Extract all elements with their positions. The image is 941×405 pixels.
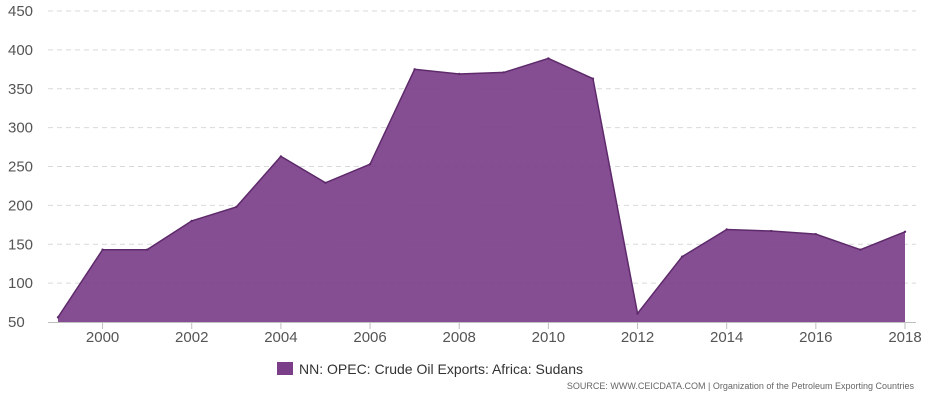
data-point[interactable] (324, 181, 327, 185)
x-tick-label: 2016 (799, 329, 832, 346)
area-series (56, 57, 907, 323)
y-tick-label: 450 (8, 3, 33, 20)
area-fill (58, 58, 905, 323)
y-tick-label: 350 (8, 81, 33, 98)
data-point[interactable] (725, 228, 728, 231)
data-point[interactable] (145, 248, 149, 251)
source-note: SOURCE: WWW.CEICDATA.COM | Organization … (567, 381, 915, 391)
x-tick-label: 2002 (175, 329, 208, 346)
y-tick-label: 50 (8, 314, 25, 331)
data-point[interactable] (502, 71, 505, 74)
data-point[interactable] (368, 162, 372, 166)
y-tick-label: 200 (8, 197, 33, 214)
x-tick-label: 2008 (443, 329, 476, 346)
legend-swatch (277, 362, 293, 375)
data-point[interactable] (101, 248, 104, 251)
y-tick-label: 250 (8, 159, 33, 176)
x-tick-label: 2000 (86, 329, 119, 346)
data-point[interactable] (279, 155, 283, 158)
x-tick-label: 2004 (264, 329, 297, 346)
x-tick-label: 2010 (532, 329, 565, 346)
data-point[interactable] (859, 248, 862, 251)
series-line (57, 57, 906, 318)
x-tick-label: 2014 (710, 329, 743, 346)
x-tick-label: 2012 (621, 329, 654, 346)
data-point[interactable] (636, 312, 639, 315)
y-tick-label: 300 (8, 120, 33, 137)
data-point[interactable] (680, 255, 684, 258)
x-tick-label: 2018 (888, 329, 921, 346)
legend-label: NN: OPEC: Crude Oil Exports: Africa: Sud… (299, 361, 583, 377)
data-point[interactable] (547, 57, 550, 60)
data-point[interactable] (770, 229, 773, 233)
data-point[interactable] (591, 77, 595, 80)
data-point[interactable] (235, 205, 238, 209)
x-axis: 2000 2002 2004 2006 2008 2010 2012 2014 2016 2018 (48, 322, 922, 346)
y-tick-label: 100 (8, 275, 33, 292)
y-axis: 50 100 150 200 250 300 350 400 450 (8, 3, 33, 331)
data-point[interactable] (56, 316, 60, 319)
x-tick-label: 2006 (353, 329, 386, 346)
data-point[interactable] (903, 230, 907, 234)
data-point[interactable] (190, 219, 193, 223)
y-tick-label: 400 (8, 42, 33, 59)
data-point[interactable] (458, 72, 461, 76)
y-tick-label: 150 (8, 236, 33, 253)
data-point[interactable] (413, 68, 416, 71)
legend[interactable]: NN: OPEC: Crude Oil Exports: Africa: Sud… (277, 361, 583, 377)
data-point[interactable] (814, 232, 818, 236)
